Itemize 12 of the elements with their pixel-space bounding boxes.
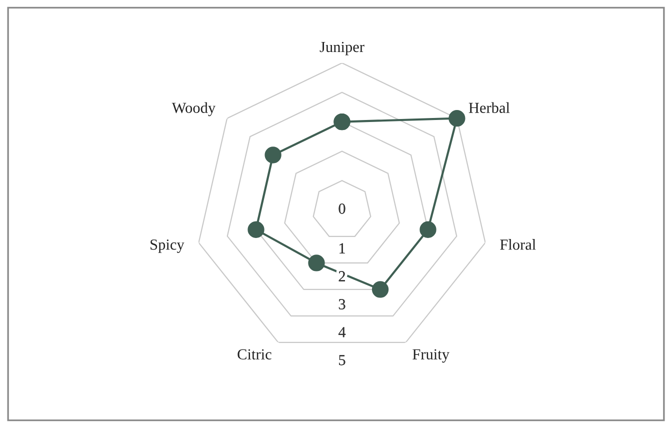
- y-tick-label: 4: [338, 327, 346, 338]
- spoke-label: Citric: [238, 349, 272, 360]
- spoke-label: Fruity: [412, 349, 450, 363]
- spoke-label: Floral: [500, 239, 536, 250]
- spoke-label: Herbal: [468, 102, 510, 114]
- y-tick-label: 5: [339, 355, 346, 366]
- y-tick-label: 3: [338, 299, 346, 310]
- spoke-label: Woody: [172, 102, 216, 116]
- y-tick-label: 1: [340, 243, 345, 254]
- y-tick-label: 0: [338, 204, 346, 214]
- spoke-label: Spicy: [150, 239, 184, 253]
- spoke-label: Juniper: [320, 42, 364, 56]
